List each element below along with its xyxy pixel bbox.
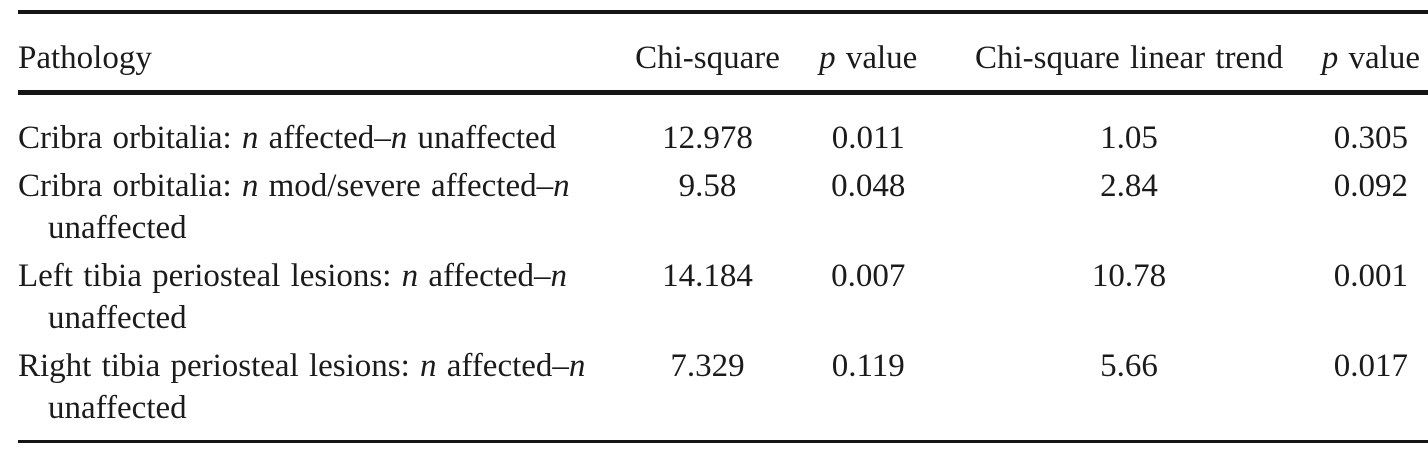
text-run: Chi-square	[635, 40, 780, 76]
text-run: Left tibia periosteal lesions:	[18, 258, 402, 294]
text-run: affected–	[258, 120, 391, 156]
italic-text: n	[553, 168, 570, 204]
pathology-line: Left tibia periosteal lesions: n affecte…	[18, 255, 623, 297]
italic-text: n	[390, 120, 408, 156]
table-row: Right tibia periosteal lesions: n affect…	[18, 345, 1428, 442]
column-header-p_value_trend: p value	[1314, 12, 1428, 93]
column-header-p_value: p value	[792, 12, 944, 93]
table-row: Cribra orbitalia: n mod/severe affected–…	[18, 165, 1428, 255]
italic-text: p	[819, 40, 836, 76]
text-run: mod/severe affected–	[258, 168, 554, 204]
p_value-cell: 0.011	[831, 120, 905, 156]
p_value_trend-cell: 0.305	[1333, 120, 1408, 156]
pathology-cell: Left tibia periosteal lesions: n affecte…	[18, 255, 623, 345]
text-run: affected–	[436, 348, 569, 384]
pathology-cell: Cribra orbitalia: n mod/severe affected–…	[18, 165, 623, 255]
p_value-cell: 0.007	[831, 258, 906, 294]
chi_square-cell: 9.58	[678, 168, 737, 204]
italic-text: n	[241, 120, 259, 156]
italic-text: n	[420, 348, 437, 384]
chi_square-cell: 12.978	[662, 120, 753, 156]
table-body: Cribra orbitalia: n affected–n unaffecte…	[18, 93, 1428, 442]
table-row: Left tibia periosteal lesions: n affecte…	[18, 255, 1428, 345]
text-run: value	[835, 40, 918, 76]
chi_linear-cell: 1.05	[1100, 120, 1158, 156]
p_value-cell: 0.048	[831, 168, 906, 204]
chi_linear-cell: 10.78	[1091, 258, 1167, 294]
column-header-chi_square: Chi-square	[623, 12, 792, 93]
column-header-chi_linear: Chi-square linear trend	[944, 12, 1313, 93]
p_value_trend-cell: 0.001	[1333, 258, 1408, 294]
text-run: value	[1338, 40, 1420, 76]
text-run: Chi-square linear trend	[974, 40, 1284, 76]
text-run: Right tibia periosteal lesions:	[18, 348, 421, 384]
italic-text: p	[1321, 40, 1339, 76]
italic-text: n	[241, 168, 259, 204]
chi_square-cell: 7.329	[670, 348, 745, 384]
italic-text: n	[401, 258, 419, 294]
italic-text: n	[568, 348, 586, 384]
text-run: affected–	[418, 258, 551, 294]
pathology-line: Right tibia periosteal lesions: n affect…	[18, 345, 623, 387]
text-run: unaffected	[48, 210, 187, 246]
column-header-pathology: Pathology	[18, 12, 623, 93]
chi_square-cell: 14.184	[662, 258, 753, 294]
pathology-wrap-line: unaffected	[18, 387, 623, 429]
pathology-line: Cribra orbitalia: n affected–n unaffecte…	[18, 117, 623, 159]
p_value_trend-cell: 0.092	[1333, 168, 1408, 204]
text-run: Cribra orbitalia:	[18, 120, 242, 156]
chi_linear-cell: 5.66	[1100, 348, 1158, 384]
text-run: unaffected	[48, 300, 187, 336]
pathology-line: Cribra orbitalia: n mod/severe affected–…	[18, 165, 623, 207]
pathology-cell: Right tibia periosteal lesions: n affect…	[18, 345, 623, 442]
text-run: Cribra orbitalia:	[18, 168, 242, 204]
text-run: Pathology	[18, 40, 152, 76]
pathology-wrap-line: unaffected	[18, 297, 623, 339]
p_value-cell: 0.119	[831, 348, 905, 384]
chi_linear-cell: 2.84	[1100, 168, 1158, 204]
text-run: unaffected	[407, 120, 557, 156]
text-run: unaffected	[48, 390, 187, 426]
table-row: Cribra orbitalia: n affected–n unaffecte…	[18, 93, 1428, 166]
pathology-cell: Cribra orbitalia: n affected–n unaffecte…	[18, 93, 623, 166]
p_value_trend-cell: 0.017	[1333, 348, 1408, 384]
table-header: Pathology Chi-square p value Chi-square lin…	[18, 12, 1428, 93]
pathology-wrap-line: unaffected	[18, 207, 623, 249]
header-row: Pathology Chi-square p value Chi-square lin…	[18, 12, 1428, 93]
statistics-table: Pathology Chi-square p value Chi-square lin…	[18, 10, 1428, 443]
italic-text: n	[550, 258, 568, 294]
